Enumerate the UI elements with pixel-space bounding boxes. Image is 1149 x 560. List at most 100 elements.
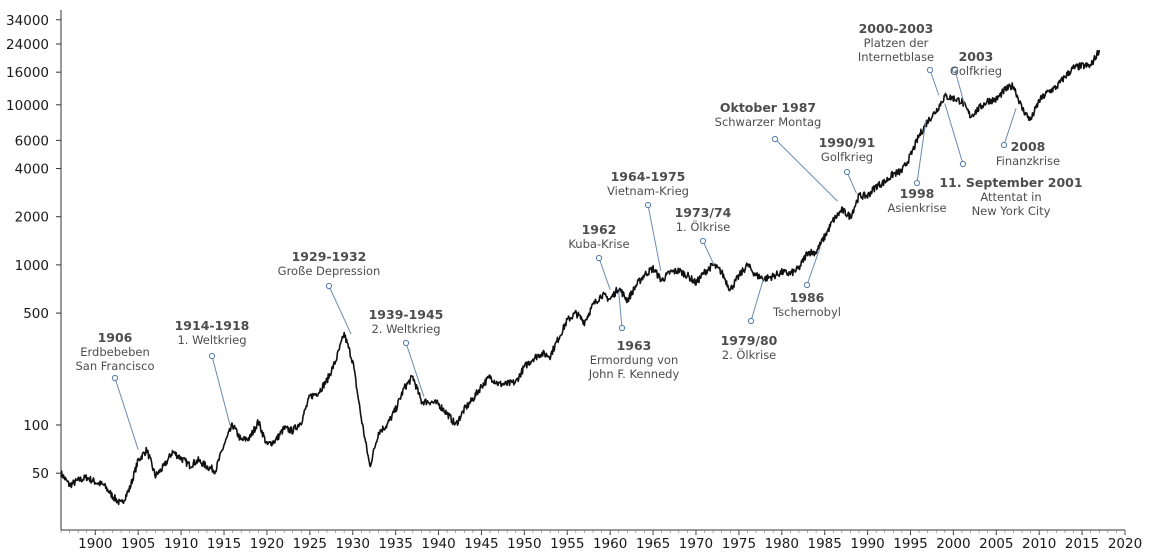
y-tick-label: 4000 xyxy=(15,162,49,178)
annotation-marker xyxy=(771,135,779,143)
annotation-subtitle: 2. Ölkrise xyxy=(722,346,777,362)
annotation-subtitle: Finanzkrise xyxy=(996,154,1060,168)
annotation-title: 2000-2003 xyxy=(859,21,934,36)
x-tick-label: 1995 xyxy=(893,536,927,552)
x-tick-label: 1945 xyxy=(464,536,498,552)
annotation-subtitle: Schwarzer Montag xyxy=(715,115,822,129)
y-tick-label: 16000 xyxy=(6,65,49,81)
index-line xyxy=(60,49,1101,506)
annotation-leader xyxy=(114,377,139,450)
annotation-marker xyxy=(803,281,811,289)
annotation-subtitle: Große Depression xyxy=(278,264,381,278)
x-tick-label: 1900 xyxy=(78,536,112,552)
x-tick-label: 1955 xyxy=(550,536,584,552)
annotation-marker xyxy=(699,237,707,245)
annotation-marker xyxy=(951,66,959,74)
annotation-title: 1964-1975 xyxy=(611,169,686,184)
annotation-leader xyxy=(618,291,623,329)
annotation-leader xyxy=(405,342,425,397)
annotation-title: 1973/74 xyxy=(675,205,732,220)
annotation-title: 1979/80 xyxy=(721,333,778,348)
annotation-title: 1986 xyxy=(790,290,825,305)
series-layer xyxy=(60,49,1101,506)
x-tick-label: 1970 xyxy=(679,536,713,552)
annotation-leader xyxy=(750,277,765,322)
annotation-subtitle: Golfkrieg xyxy=(950,64,1002,78)
x-tick-label: 1925 xyxy=(293,536,327,552)
y-tick-label: 34000 xyxy=(6,13,49,29)
x-tick-label: 1985 xyxy=(807,536,841,552)
x-tick-label: 1965 xyxy=(636,536,670,552)
annotation-marker xyxy=(843,168,851,176)
annotation-leader xyxy=(328,285,352,335)
annotation-title: 2008 xyxy=(1011,139,1046,154)
annotation-title: 1914-1918 xyxy=(175,318,250,333)
annotation-leader xyxy=(1003,108,1017,146)
annotation-title: 1990/91 xyxy=(819,135,876,150)
x-tick-label: 1975 xyxy=(722,536,756,552)
annotation-subtitle: Vietnam-Krieg xyxy=(607,184,689,198)
annotation-marker xyxy=(644,201,652,209)
annotation-leader xyxy=(929,69,940,96)
annotation-subtitle: Ermordung von xyxy=(590,353,679,367)
y-tick-label: 24000 xyxy=(6,37,49,53)
x-tick-label: 1950 xyxy=(507,536,541,552)
annotation-marker xyxy=(402,339,410,347)
annotation-leader xyxy=(846,171,857,194)
x-tick-label: 1920 xyxy=(250,536,284,552)
annotation-title: 1962 xyxy=(582,222,617,237)
x-tick-label: 2015 xyxy=(1065,536,1099,552)
annotation-subtitle: Asienkrise xyxy=(887,201,946,215)
y-tick-label: 50 xyxy=(32,466,49,482)
annotation-title: 11. September 2001 xyxy=(939,175,1082,190)
annotation-marker xyxy=(325,282,333,290)
annotation-marker xyxy=(926,66,934,74)
annotation-subtitle: Internetblase xyxy=(858,50,934,64)
event-annotation: 1979/802. Ölkrise xyxy=(721,277,778,362)
event-annotation: 1973/741. Ölkrise xyxy=(675,205,732,266)
annotation-marker xyxy=(959,160,967,168)
annotation-subtitle: Platzen der xyxy=(864,36,929,50)
x-tick-label: 1990 xyxy=(850,536,884,552)
y-tick-label: 10000 xyxy=(6,98,49,114)
annotation-subtitle: 2. Weltkrieg xyxy=(371,322,440,336)
y-tick-label: 500 xyxy=(23,306,49,322)
annotation-title: 1939-1945 xyxy=(369,307,444,322)
annotation-leader xyxy=(954,69,966,105)
x-tick-label: 2005 xyxy=(979,536,1013,552)
annotation-leader xyxy=(944,103,964,165)
annotation-title: 2003 xyxy=(959,49,994,64)
x-tick-label: 1940 xyxy=(421,536,455,552)
x-tick-label: 1960 xyxy=(593,536,627,552)
x-tick-label: 1980 xyxy=(765,536,799,552)
annotation-leader xyxy=(774,138,838,202)
y-tick-label: 1000 xyxy=(15,258,49,274)
annotation-marker xyxy=(747,317,755,325)
annotation-marker xyxy=(111,374,119,382)
annotation-subtitle: 1. Ölkrise xyxy=(676,218,731,234)
annotation-marker xyxy=(618,324,626,332)
annotation-title: 1998 xyxy=(900,186,935,201)
y-tick-label: 100 xyxy=(23,418,49,434)
annotation-title: 1906 xyxy=(98,330,133,345)
x-tick-label: 2020 xyxy=(1108,536,1142,552)
annotation-title: 1929-1932 xyxy=(292,249,367,264)
x-tick-label: 2000 xyxy=(936,536,970,552)
x-tick-label: 1910 xyxy=(164,536,198,552)
annotation-marker xyxy=(913,179,921,187)
annotation-leader xyxy=(702,240,715,266)
annotation-leader xyxy=(211,355,231,426)
annotation-subtitle: 1. Weltkrieg xyxy=(177,333,246,347)
